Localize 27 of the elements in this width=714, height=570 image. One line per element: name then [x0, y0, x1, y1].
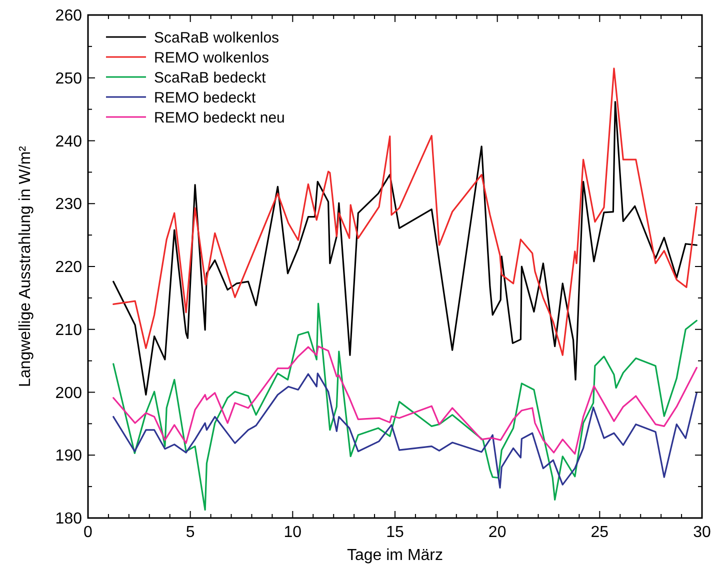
- legend-label: REMO wolkenlos: [154, 49, 270, 66]
- x-tick-label: 0: [84, 524, 93, 541]
- line-series: [112, 302, 698, 511]
- legend-label: ScaRaB wolkenlos: [154, 29, 280, 46]
- line-series: [112, 68, 698, 356]
- y-axis-title: Langwellige Ausstrahlung in W/m²: [17, 145, 34, 388]
- x-tick-label: 30: [693, 524, 711, 541]
- y-tick-label: 250: [55, 70, 82, 88]
- y-tick-label: 190: [55, 448, 82, 465]
- line-series: [112, 346, 698, 455]
- legend-label: REMO bedeckt: [154, 89, 257, 106]
- y-tick-label: 220: [55, 259, 82, 276]
- y-tick-label: 240: [55, 133, 82, 150]
- x-tick-label: 5: [186, 524, 195, 541]
- line-series: [112, 372, 698, 489]
- legend-label: REMO bedeckt neu: [154, 109, 285, 126]
- x-tick-label: 15: [386, 524, 404, 541]
- y-tick-label: 260: [55, 8, 82, 25]
- x-tick-label: 20: [488, 524, 506, 541]
- x-tick-label: 10: [284, 524, 302, 541]
- y-tick-label: 180: [55, 510, 82, 528]
- y-tick-label: 230: [55, 196, 82, 214]
- legend-label: ScaRaB bedeckt: [154, 69, 267, 86]
- x-axis-title: Tage im März: [346, 547, 444, 564]
- x-tick-label: 25: [590, 524, 609, 541]
- y-tick-label: 200: [55, 384, 82, 402]
- y-tick-label: 210: [55, 322, 82, 339]
